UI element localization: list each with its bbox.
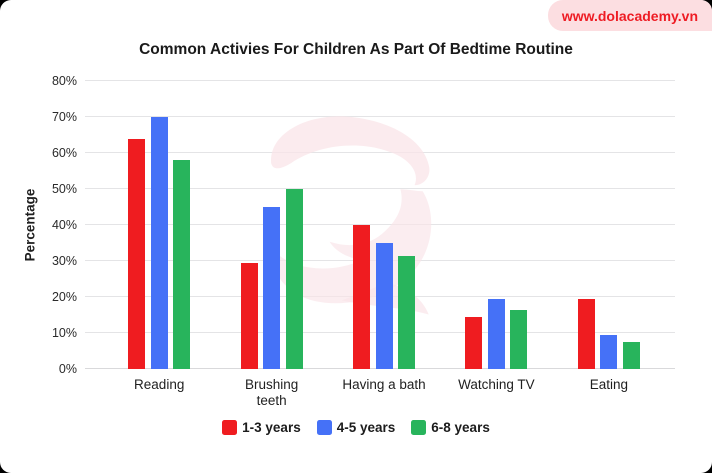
bar-group <box>215 81 327 369</box>
bar-6-8-years <box>173 160 191 369</box>
y-tick-label: 20% <box>51 290 77 304</box>
bar-6-8-years <box>398 255 416 369</box>
y-tick-label: 50% <box>51 182 77 196</box>
gridline <box>85 224 675 225</box>
x-tick-label: Brushing teeth <box>244 377 299 408</box>
website-badge-label: www.dolacademy.vn <box>561 7 698 24</box>
bar-1-3-years <box>353 225 371 369</box>
bar-group <box>103 81 215 369</box>
bar-1-3-years <box>128 138 146 369</box>
x-axis-tick-labels: Reading Brushing teeth Having a bath Watchi… <box>103 377 665 409</box>
gridline <box>85 188 675 189</box>
legend-swatch-icon <box>316 420 332 435</box>
gridline <box>85 80 675 81</box>
bar-6-8-years <box>510 309 528 369</box>
bar-group <box>328 81 440 369</box>
chart-title: Common Activies For Children As Part Of … <box>139 41 573 58</box>
bar-6-8-years <box>285 189 303 369</box>
bar-4-5-years <box>600 334 618 369</box>
website-badge[interactable]: www.dolacademy.vn <box>547 0 712 31</box>
bar-groups <box>103 81 665 369</box>
y-tick-label: 10% <box>51 326 77 340</box>
bar-1-3-years <box>240 262 258 369</box>
bar-1-3-years <box>577 298 595 369</box>
legend-label: 1-3 years <box>242 420 301 435</box>
y-tick-label: 60% <box>51 146 77 160</box>
legend-label: 6-8 years <box>431 420 490 435</box>
legend-item: 6-8 years <box>411 420 490 435</box>
x-tick-label: Watching TV <box>458 377 535 392</box>
x-tick-label: Eating <box>589 377 628 392</box>
bar-1-3-years <box>465 316 483 369</box>
gridline <box>85 116 675 117</box>
y-tick-label: 70% <box>51 110 77 124</box>
bar-4-5-years <box>263 207 281 369</box>
bar-6-8-years <box>622 342 640 369</box>
x-tick-label: Having a bath <box>342 377 426 392</box>
legend-swatch-icon <box>411 420 427 435</box>
gridline <box>85 152 675 153</box>
x-tick-label: Reading <box>134 377 185 392</box>
bar-4-5-years <box>487 298 505 369</box>
bar-group <box>553 81 665 369</box>
bar-group <box>440 81 552 369</box>
bar-4-5-years <box>375 243 393 369</box>
legend-item: 4-5 years <box>316 420 396 435</box>
y-tick-label: 40% <box>51 218 77 232</box>
y-tick-label: 30% <box>51 254 77 268</box>
legend: 1-3 years 4-5 years 6-8 years <box>0 420 712 435</box>
bar-4-5-years <box>150 117 168 369</box>
y-tick-label: 0% <box>58 362 77 376</box>
y-tick-label: 80% <box>51 74 77 88</box>
plot-area <box>85 80 675 369</box>
y-axis-tick-labels: 0% 10% 20% 30% 40% 50% 60% 70% 80% <box>0 74 77 376</box>
legend-label: 4-5 years <box>336 420 396 435</box>
legend-item: 1-3 years <box>222 420 301 435</box>
legend-swatch-icon <box>222 420 238 435</box>
